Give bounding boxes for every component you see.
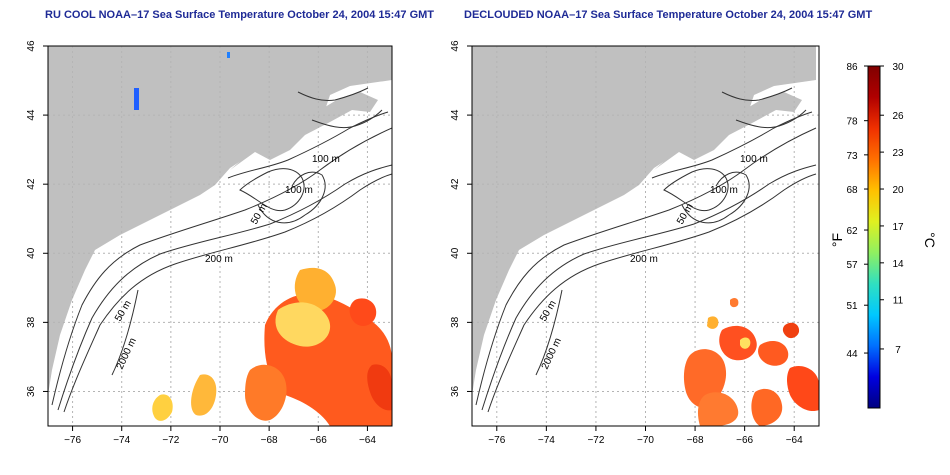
colorbar-gradient <box>867 65 881 409</box>
right-label-100m-a: 100 m <box>740 154 768 165</box>
fahrenheit-tick-label: 57 <box>846 260 858 271</box>
right-lon-tick-label: −76 <box>488 435 505 446</box>
left-lat-tick-label: 46 <box>26 40 37 52</box>
left-lon-tick-label: −76 <box>64 435 81 446</box>
left-lon-tick-label: −70 <box>212 435 229 446</box>
celsius-tick-label: 17 <box>892 222 904 233</box>
left-lat-tick-label: 42 <box>26 178 37 190</box>
fahrenheit-tick-label: 62 <box>846 226 858 237</box>
right-label-200m: 200 m <box>630 254 658 265</box>
left-lat-tick-label: 38 <box>26 316 37 328</box>
celsius-tick-label: 23 <box>892 148 904 159</box>
right-lon-tick-label: −72 <box>587 435 604 446</box>
right-lat-tick-label: 40 <box>450 247 461 259</box>
celsius-tick-label: 11 <box>893 296 904 307</box>
left-lat-tick-label: 36 <box>26 385 37 397</box>
fahrenheit-tick-label: 51 <box>846 301 858 312</box>
right-lon-tick-label: −64 <box>786 435 803 446</box>
left-sst-pixels <box>134 52 392 426</box>
left-lon-tick-label: −64 <box>359 435 376 446</box>
left-cold-lake-pixels <box>134 88 139 110</box>
left-lat-tick-label: 44 <box>26 109 37 121</box>
left-lat-tick-label: 40 <box>26 247 37 259</box>
right-lon-tick-label: −68 <box>687 435 704 446</box>
right-label-100m-b: 100 m <box>710 185 738 196</box>
left-lon-tick-label: −68 <box>261 435 278 446</box>
right-lat-tick-label: 44 <box>450 109 461 121</box>
right-sst-pixels <box>683 297 819 426</box>
right-map-title: DECLOUDED NOAA–17 Sea Surface Temperatur… <box>464 9 873 21</box>
celsius-tick-label: 30 <box>892 62 904 73</box>
right-lon-tick-label: −70 <box>637 435 654 446</box>
right-lat-tick-label: 38 <box>450 316 461 328</box>
fahrenheit-tick-label: 44 <box>846 349 858 360</box>
right-lat-tick-label: 42 <box>450 178 461 190</box>
celsius-axis-label: °C <box>922 232 938 248</box>
colorbar-ticks: 30 26 23 20 17 14 11 7 86 78 73 68 62 57 51 44 <box>846 62 904 360</box>
fahrenheit-tick-label: 73 <box>846 151 858 162</box>
right-lat-tick-label: 46 <box>450 40 461 52</box>
fahrenheit-tick-label: 86 <box>846 62 858 73</box>
right-lon-tick-label: −74 <box>538 435 555 446</box>
celsius-tick-label: 7 <box>895 345 901 356</box>
left-lon-tick-label: −72 <box>162 435 179 446</box>
fahrenheit-axis-label: °F <box>829 233 845 247</box>
left-lon-tick-label: −66 <box>310 435 327 446</box>
fahrenheit-tick-label: 68 <box>846 185 858 196</box>
left-label-200m: 200 m <box>205 254 233 265</box>
left-map-axes: −76 −74 −72 −70 −68 −66 −64 46 44 42 40 38 36 <box>26 40 376 446</box>
temperature-colorbar: 30 26 23 20 17 14 11 7 86 78 73 68 62 57 51 44 °F °C <box>829 62 938 409</box>
right-map-axes: −76 −74 −72 −70 −68 −66 −64 46 44 42 40 38 36 <box>450 40 803 446</box>
left-label-100m-a: 100 m <box>312 154 340 165</box>
fahrenheit-tick-label: 78 <box>846 117 858 128</box>
right-lat-tick-label: 36 <box>450 385 461 397</box>
left-lon-tick-label: −74 <box>113 435 130 446</box>
left-map-title: RU COOL NOAA–17 Sea Surface Temperature … <box>45 9 435 21</box>
celsius-tick-label: 26 <box>892 111 904 122</box>
celsius-tick-label: 14 <box>892 259 904 270</box>
right-lon-tick-label: −66 <box>736 435 753 446</box>
left-label-100m-b: 100 m <box>285 185 313 196</box>
celsius-tick-label: 20 <box>892 185 904 196</box>
